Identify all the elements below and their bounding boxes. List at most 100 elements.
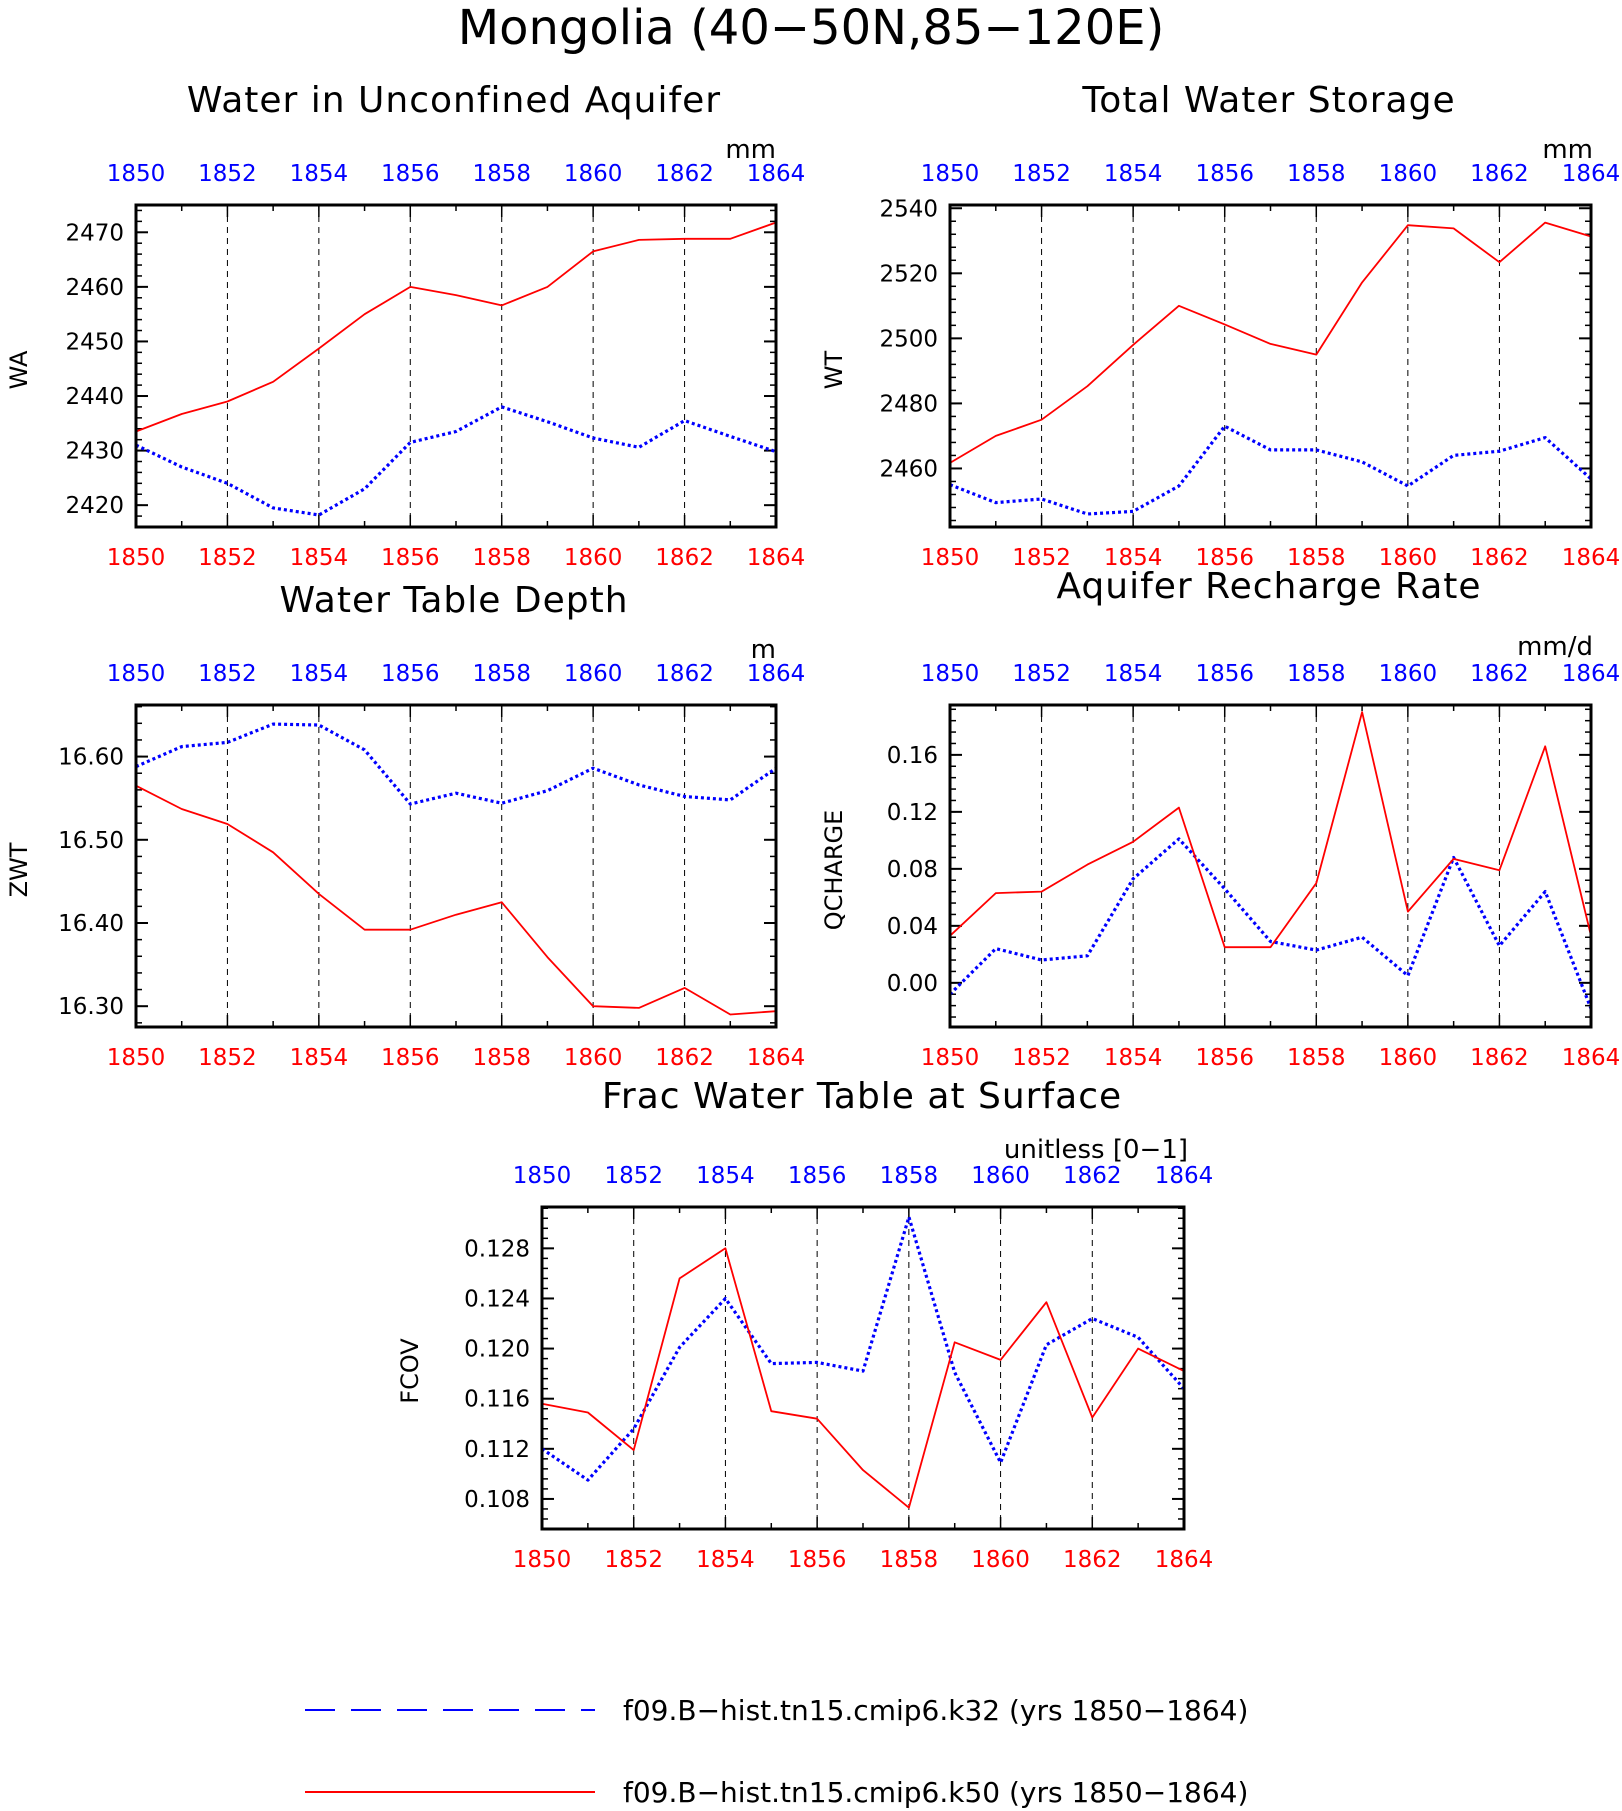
panel-units: m bbox=[751, 635, 776, 665]
y-tick-label: 2460 bbox=[879, 456, 938, 482]
figure-title: Mongolia (40−50N,85−120E) bbox=[458, 0, 1165, 56]
x-tick-label-bottom: 1858 bbox=[880, 1547, 939, 1573]
panel-title: Total Water Storage bbox=[1081, 80, 1455, 121]
x-tick-label-top: 1856 bbox=[381, 661, 440, 687]
x-tick-label-bottom: 1852 bbox=[1012, 1045, 1071, 1071]
y-axis-label: QCHARGE bbox=[820, 810, 848, 931]
x-tick-label-top: 1850 bbox=[921, 161, 980, 187]
series-line-k32 bbox=[948, 837, 1593, 1010]
y-tick-label: 2460 bbox=[65, 275, 124, 301]
y-tick-label: 0.08 bbox=[887, 857, 938, 883]
x-tick-label-bottom: 1864 bbox=[1562, 1045, 1621, 1071]
x-tick-label-bottom: 1864 bbox=[1155, 1547, 1214, 1573]
y-tick-label: 0.108 bbox=[464, 1487, 530, 1513]
x-tick-label-bottom: 1862 bbox=[655, 545, 714, 571]
plot-frame bbox=[948, 703, 1593, 1029]
x-tick-label-top: 1860 bbox=[971, 1163, 1030, 1189]
y-tick-label: 2430 bbox=[65, 439, 124, 465]
y-tick-label: 2420 bbox=[65, 493, 124, 519]
panel-water-in-unconfined-aquifer: Water in Unconfined Aquifer mm WA 2420 24… bbox=[5, 80, 805, 571]
x-tick-label-top: 1856 bbox=[1195, 161, 1254, 187]
y-tick-label: 2480 bbox=[879, 391, 938, 417]
y-tick-label: 16.50 bbox=[58, 828, 124, 854]
x-tick-label-top: 1864 bbox=[1562, 161, 1621, 187]
y-tick-label: 2470 bbox=[65, 220, 124, 246]
panel-units: mm bbox=[725, 135, 776, 165]
x-tick-label-bottom: 1850 bbox=[107, 1045, 166, 1071]
panel-frac-water-table-at-surface: Frac Water Table at Surface unitless [0−… bbox=[396, 1076, 1213, 1573]
y-axis-label: WT bbox=[820, 350, 848, 389]
x-tick-label-bottom: 1854 bbox=[1104, 1045, 1163, 1071]
panel-aquifer-recharge-rate: Aquifer Recharge Rate mm/d QCHARGE 0.00 0… bbox=[820, 566, 1620, 1071]
x-tick-label-top: 1864 bbox=[747, 661, 806, 687]
x-tick-label-top: 1852 bbox=[604, 1163, 663, 1189]
x-tick-label-bottom: 1856 bbox=[381, 545, 440, 571]
y-tick-label: 16.60 bbox=[58, 745, 124, 771]
x-tick-label-bottom: 1850 bbox=[107, 545, 166, 571]
x-tick-label-top: 1852 bbox=[198, 161, 257, 187]
panel-units: mm bbox=[1542, 135, 1593, 165]
x-tick-label-top: 1856 bbox=[788, 1163, 847, 1189]
y-tick-label: 2450 bbox=[65, 329, 124, 355]
legend-label-k50: f09.B−hist.tn15.cmip6.k50 (yrs 1850−1864… bbox=[623, 1776, 1248, 1809]
x-tick-label-bottom: 1862 bbox=[1470, 545, 1529, 571]
panel-title: Water in Unconfined Aquifer bbox=[187, 80, 721, 121]
x-tick-label-bottom: 1860 bbox=[1379, 545, 1438, 571]
panel-total-water-storage: Total Water Storage mm WT 2460 2480 2500 25… bbox=[820, 80, 1620, 571]
x-tick-label-top: 1864 bbox=[1562, 661, 1621, 687]
series-line-k50 bbox=[949, 221, 1592, 464]
series-line-k50 bbox=[135, 221, 777, 433]
x-tick-label-top: 1862 bbox=[1470, 161, 1529, 187]
x-tick-label-bottom: 1852 bbox=[198, 1045, 257, 1071]
y-tick-label: 0.128 bbox=[464, 1236, 530, 1262]
x-tick-label-bottom: 1864 bbox=[747, 545, 806, 571]
y-tick-label: 0.00 bbox=[887, 971, 938, 997]
y-tick-label: 0.124 bbox=[464, 1286, 530, 1312]
plot-frame bbox=[948, 203, 1593, 529]
y-tick-label: 0.16 bbox=[887, 743, 938, 769]
x-tick-label-top: 1850 bbox=[921, 661, 980, 687]
x-tick-label-bottom: 1856 bbox=[1195, 1045, 1254, 1071]
y-tick-label: 0.120 bbox=[464, 1337, 530, 1363]
x-tick-label-top: 1850 bbox=[107, 161, 166, 187]
panel-title: Frac Water Table at Surface bbox=[602, 1076, 1122, 1117]
x-tick-label-bottom: 1858 bbox=[472, 1045, 531, 1071]
x-tick-label-bottom: 1850 bbox=[513, 1547, 572, 1573]
series-line-k50 bbox=[541, 1247, 1185, 1509]
x-tick-label-bottom: 1854 bbox=[290, 545, 349, 571]
x-tick-label-top: 1854 bbox=[290, 161, 349, 187]
panel-title: Water Table Depth bbox=[279, 580, 628, 621]
x-tick-label-top: 1862 bbox=[1063, 1163, 1122, 1189]
x-tick-label-bottom: 1860 bbox=[564, 1045, 623, 1071]
series-line-k50 bbox=[135, 784, 777, 1016]
plot-frame bbox=[134, 703, 778, 1029]
x-tick-label-top: 1860 bbox=[564, 661, 623, 687]
x-tick-label-top: 1858 bbox=[1287, 161, 1346, 187]
x-tick-label-bottom: 1852 bbox=[604, 1547, 663, 1573]
y-axis-label: WA bbox=[5, 350, 33, 389]
series-line-k50 bbox=[949, 711, 1592, 949]
x-tick-label-bottom: 1854 bbox=[1104, 545, 1163, 571]
x-tick-label-top: 1854 bbox=[1104, 161, 1163, 187]
x-tick-label-bottom: 1858 bbox=[1287, 545, 1346, 571]
y-tick-label: 16.30 bbox=[58, 994, 124, 1020]
x-tick-label-bottom: 1854 bbox=[696, 1547, 755, 1573]
x-tick-label-bottom: 1854 bbox=[290, 1045, 349, 1071]
x-tick-label-bottom: 1858 bbox=[472, 545, 531, 571]
x-tick-label-top: 1862 bbox=[655, 161, 714, 187]
x-tick-label-top: 1856 bbox=[381, 161, 440, 187]
y-axis-label: FCOV bbox=[396, 1338, 424, 1404]
x-tick-label-top: 1862 bbox=[1470, 661, 1529, 687]
x-tick-label-top: 1854 bbox=[290, 661, 349, 687]
x-tick-label-bottom: 1850 bbox=[921, 545, 980, 571]
x-tick-label-bottom: 1864 bbox=[747, 1045, 806, 1071]
x-tick-label-bottom: 1856 bbox=[381, 1045, 440, 1071]
y-tick-label: 2440 bbox=[65, 384, 124, 410]
x-tick-label-top: 1860 bbox=[1379, 161, 1438, 187]
y-axis-label: ZWT bbox=[5, 842, 33, 897]
x-tick-label-top: 1850 bbox=[513, 1163, 572, 1189]
panel-units: mm/d bbox=[1517, 632, 1593, 662]
panel-water-table-depth: Water Table Depth m ZWT 16.30 16.40 16.50 1… bbox=[5, 580, 805, 1071]
x-tick-label-top: 1854 bbox=[696, 1163, 755, 1189]
